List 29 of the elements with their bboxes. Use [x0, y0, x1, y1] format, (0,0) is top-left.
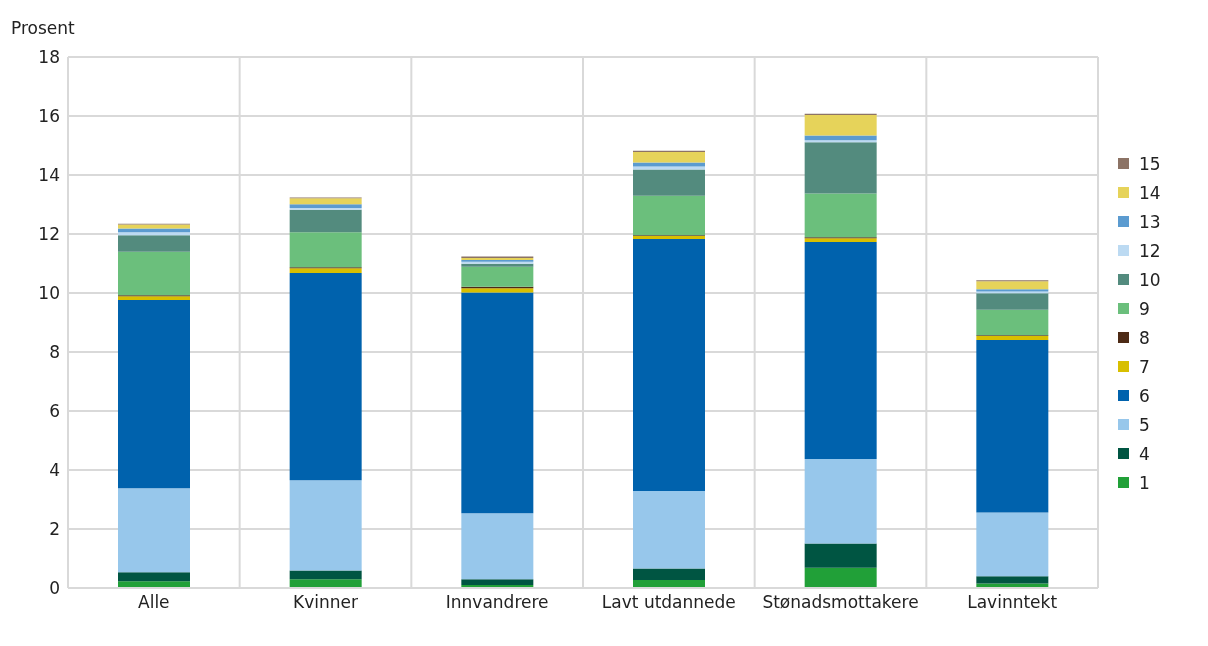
legend-label: 6 [1139, 385, 1150, 406]
y-tick-label: 12 [38, 224, 60, 245]
x-tick-label: Lavinntekt [967, 592, 1058, 613]
y-tick-label: 16 [38, 106, 60, 127]
legend-label: 13 [1139, 211, 1161, 232]
legend-label: 1 [1139, 472, 1150, 493]
legend-label: 9 [1139, 298, 1150, 319]
x-tick-label: Kvinner [293, 592, 358, 613]
y-axis-title: Prosent [11, 18, 75, 38]
y-tick-label: 6 [49, 401, 60, 422]
legend-label: 10 [1139, 269, 1161, 290]
legend-label: 8 [1139, 327, 1150, 348]
legend-label: 15 [1139, 153, 1161, 174]
x-tick-label: Innvandrere [445, 592, 549, 613]
x-tick-label: Alle [138, 592, 170, 613]
legend-label: 7 [1139, 356, 1150, 377]
legend-label: 4 [1139, 443, 1150, 464]
y-tick-label: 0 [49, 578, 60, 599]
legend-label: 14 [1139, 182, 1161, 203]
x-tick-label: Lavt utdannede [601, 592, 736, 613]
y-tick-label: 2 [49, 519, 60, 540]
legend-label: 12 [1139, 240, 1161, 261]
legend-label: 5 [1139, 414, 1150, 435]
y-tick-label: 4 [49, 460, 60, 481]
y-tick-label: 8 [49, 342, 60, 363]
y-tick-label: 14 [38, 165, 60, 186]
y-tick-label: 10 [38, 283, 60, 304]
y-tick-label: 18 [38, 47, 60, 68]
x-tick-label: Stønadsmottakere [762, 592, 919, 613]
